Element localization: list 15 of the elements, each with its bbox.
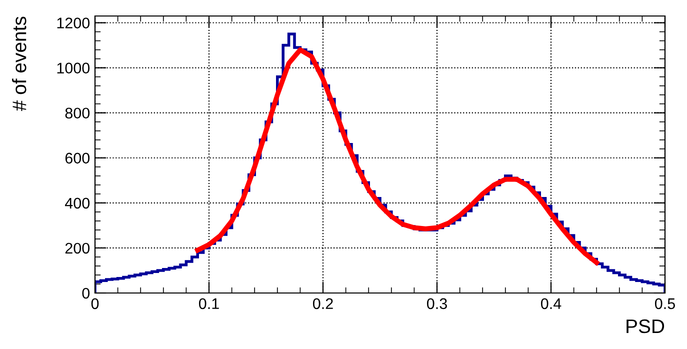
x-tick-label: 0.5 (654, 298, 675, 310)
x-axis-title: PSD (626, 319, 664, 334)
y-axis-title: # of events (12, 16, 26, 112)
x-tick-label: 0.3 (426, 298, 447, 310)
y-tick-label: 1000 (57, 62, 90, 74)
x-tick-label: 0.4 (540, 298, 562, 310)
y-tick-label: 200 (65, 242, 90, 254)
y-tick-label: 800 (65, 108, 90, 119)
y-tick-label: 1200 (57, 18, 90, 28)
y-tick-label: 0 (82, 288, 90, 299)
x-tick-label: 0 (91, 298, 99, 310)
y-tick-label: 600 (65, 152, 90, 164)
x-tick-label: 0.2 (312, 298, 333, 310)
y-tick-label: 400 (65, 198, 90, 209)
x-tick-label: 0.1 (198, 298, 219, 310)
